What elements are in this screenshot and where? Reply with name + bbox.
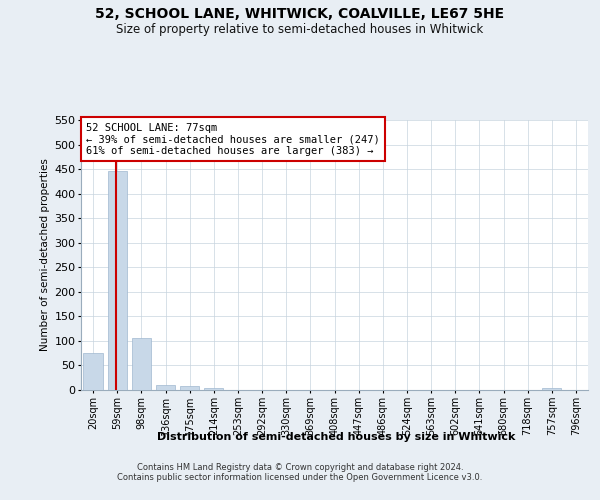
Bar <box>83 353 103 390</box>
Y-axis label: Number of semi-detached properties: Number of semi-detached properties <box>40 158 50 352</box>
Text: Contains public sector information licensed under the Open Government Licence v3: Contains public sector information licen… <box>118 472 482 482</box>
Bar <box>204 388 223 390</box>
Text: Distribution of semi-detached houses by size in Whitwick: Distribution of semi-detached houses by … <box>157 432 515 442</box>
Text: 52 SCHOOL LANE: 77sqm
← 39% of semi-detached houses are smaller (247)
61% of sem: 52 SCHOOL LANE: 77sqm ← 39% of semi-deta… <box>86 122 380 156</box>
Bar <box>132 338 151 390</box>
Text: Contains HM Land Registry data © Crown copyright and database right 2024.: Contains HM Land Registry data © Crown c… <box>137 462 463 471</box>
Text: 52, SCHOOL LANE, WHITWICK, COALVILLE, LE67 5HE: 52, SCHOOL LANE, WHITWICK, COALVILLE, LE… <box>95 8 505 22</box>
Bar <box>107 170 127 390</box>
Bar <box>156 385 175 390</box>
Text: Size of property relative to semi-detached houses in Whitwick: Size of property relative to semi-detach… <box>116 22 484 36</box>
Bar <box>542 388 562 390</box>
Bar <box>180 386 199 390</box>
